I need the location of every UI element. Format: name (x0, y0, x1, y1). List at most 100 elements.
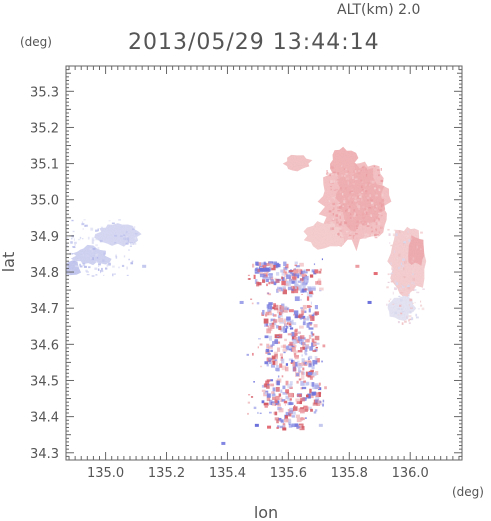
echo-pixel (293, 348, 297, 353)
echo-pixel (333, 223, 335, 227)
echo-pixel (404, 261, 406, 264)
echo-pixel (134, 233, 138, 235)
echo-pixel (358, 229, 362, 231)
echo-pixel (370, 226, 373, 229)
echo-pixel (282, 385, 286, 390)
echo-pixel (293, 352, 297, 356)
echo-pixel (401, 311, 405, 313)
echo-pixel (416, 233, 419, 237)
echo-pixel (70, 241, 73, 244)
echo-pixel (329, 173, 331, 177)
echo-pixel (380, 215, 383, 217)
echo-pixel (312, 386, 316, 390)
echo-pixel (300, 371, 304, 375)
echo-pixel (345, 177, 349, 180)
echo-pixel (275, 272, 280, 276)
echo-pixel (275, 395, 280, 401)
echo-pixel (283, 282, 289, 287)
echo-speck (355, 264, 360, 268)
echo-pixel (82, 238, 84, 240)
echo-pixel (310, 369, 314, 375)
echo-pixel (283, 272, 288, 278)
echo-pixel (303, 380, 307, 383)
echo-pixel (266, 383, 270, 389)
echo-pixel (373, 229, 377, 232)
echo-pixel (357, 195, 360, 199)
echo-pixel (288, 358, 293, 361)
echo-pixel (282, 326, 286, 331)
echo-pixel (256, 302, 260, 305)
echo-pixel (292, 361, 296, 367)
echo-pixel (247, 274, 250, 277)
echo-pixel (91, 275, 95, 277)
echo-pixel (95, 238, 98, 241)
echo-pixel (377, 174, 380, 177)
echo-pixel (246, 353, 249, 356)
echo-pixel (257, 411, 259, 414)
echo-pixel (307, 393, 311, 399)
echo-pixel (336, 221, 339, 224)
echo-pixel (281, 276, 284, 280)
echo-pixel (284, 402, 286, 406)
echo-pixel (397, 272, 399, 275)
echo-pixel (264, 267, 270, 272)
echo-pixel (289, 381, 293, 386)
echo-blob (66, 260, 82, 276)
echo-pixel (308, 362, 312, 368)
echo-pixel (285, 395, 290, 400)
echo-pixel (294, 273, 299, 277)
echo-pixel (130, 242, 134, 245)
echo-pixel (308, 406, 312, 410)
echo-pixel (376, 233, 379, 236)
echo-pixel (335, 189, 339, 191)
echo-pixel (276, 335, 279, 338)
echo-pixel (94, 267, 98, 270)
echo-pixel (401, 322, 404, 325)
echo-pixel (283, 400, 288, 404)
echo-pixel (302, 367, 305, 371)
echo-pixel (73, 261, 75, 263)
echo-pixel (279, 425, 283, 429)
echo-pixel (399, 287, 402, 290)
echo-pixel (367, 182, 370, 185)
echo-pixel (339, 236, 342, 238)
echo-pixel (96, 256, 99, 259)
echo-pixel (292, 277, 297, 281)
echo-pixel (356, 220, 359, 223)
echo-pixel (69, 269, 73, 272)
x-tick-label: 135.4 (209, 466, 246, 481)
echo-pixel (123, 255, 126, 258)
echo-pixel (114, 234, 117, 237)
echo-pixel (276, 367, 280, 372)
echo-pixel (408, 304, 411, 307)
echo-pixel (378, 202, 382, 205)
echo-pixel (303, 317, 306, 323)
echo-pixel (100, 270, 102, 274)
echo-pixel (279, 309, 284, 314)
echo-pixel (86, 254, 90, 258)
echo-pixel (289, 324, 292, 327)
echo-pixel (389, 273, 392, 275)
echo-pixel (131, 260, 134, 262)
echo-pixel (257, 346, 259, 349)
echo-pixel (268, 312, 273, 316)
echo-pixel (395, 282, 399, 286)
echo-pixel (101, 267, 103, 271)
echo-pixel (392, 233, 396, 237)
echo-pixel (400, 308, 403, 310)
echo-pixel (303, 408, 308, 412)
echo-pixel (403, 241, 406, 244)
echo-pixel (267, 345, 269, 348)
echo-pixel (287, 333, 293, 336)
echo-pixel (294, 336, 298, 340)
echo-pixel (309, 293, 313, 298)
echo-pixel (308, 360, 312, 364)
echo-pixel (293, 343, 296, 349)
echo-pixel (362, 206, 365, 208)
echo-pixel (260, 262, 264, 267)
echo-pixel (406, 234, 408, 237)
echo-pixel (271, 355, 276, 360)
echo-pixel (390, 262, 392, 265)
echo-pixel (81, 223, 85, 226)
echo-pixel (71, 219, 74, 222)
